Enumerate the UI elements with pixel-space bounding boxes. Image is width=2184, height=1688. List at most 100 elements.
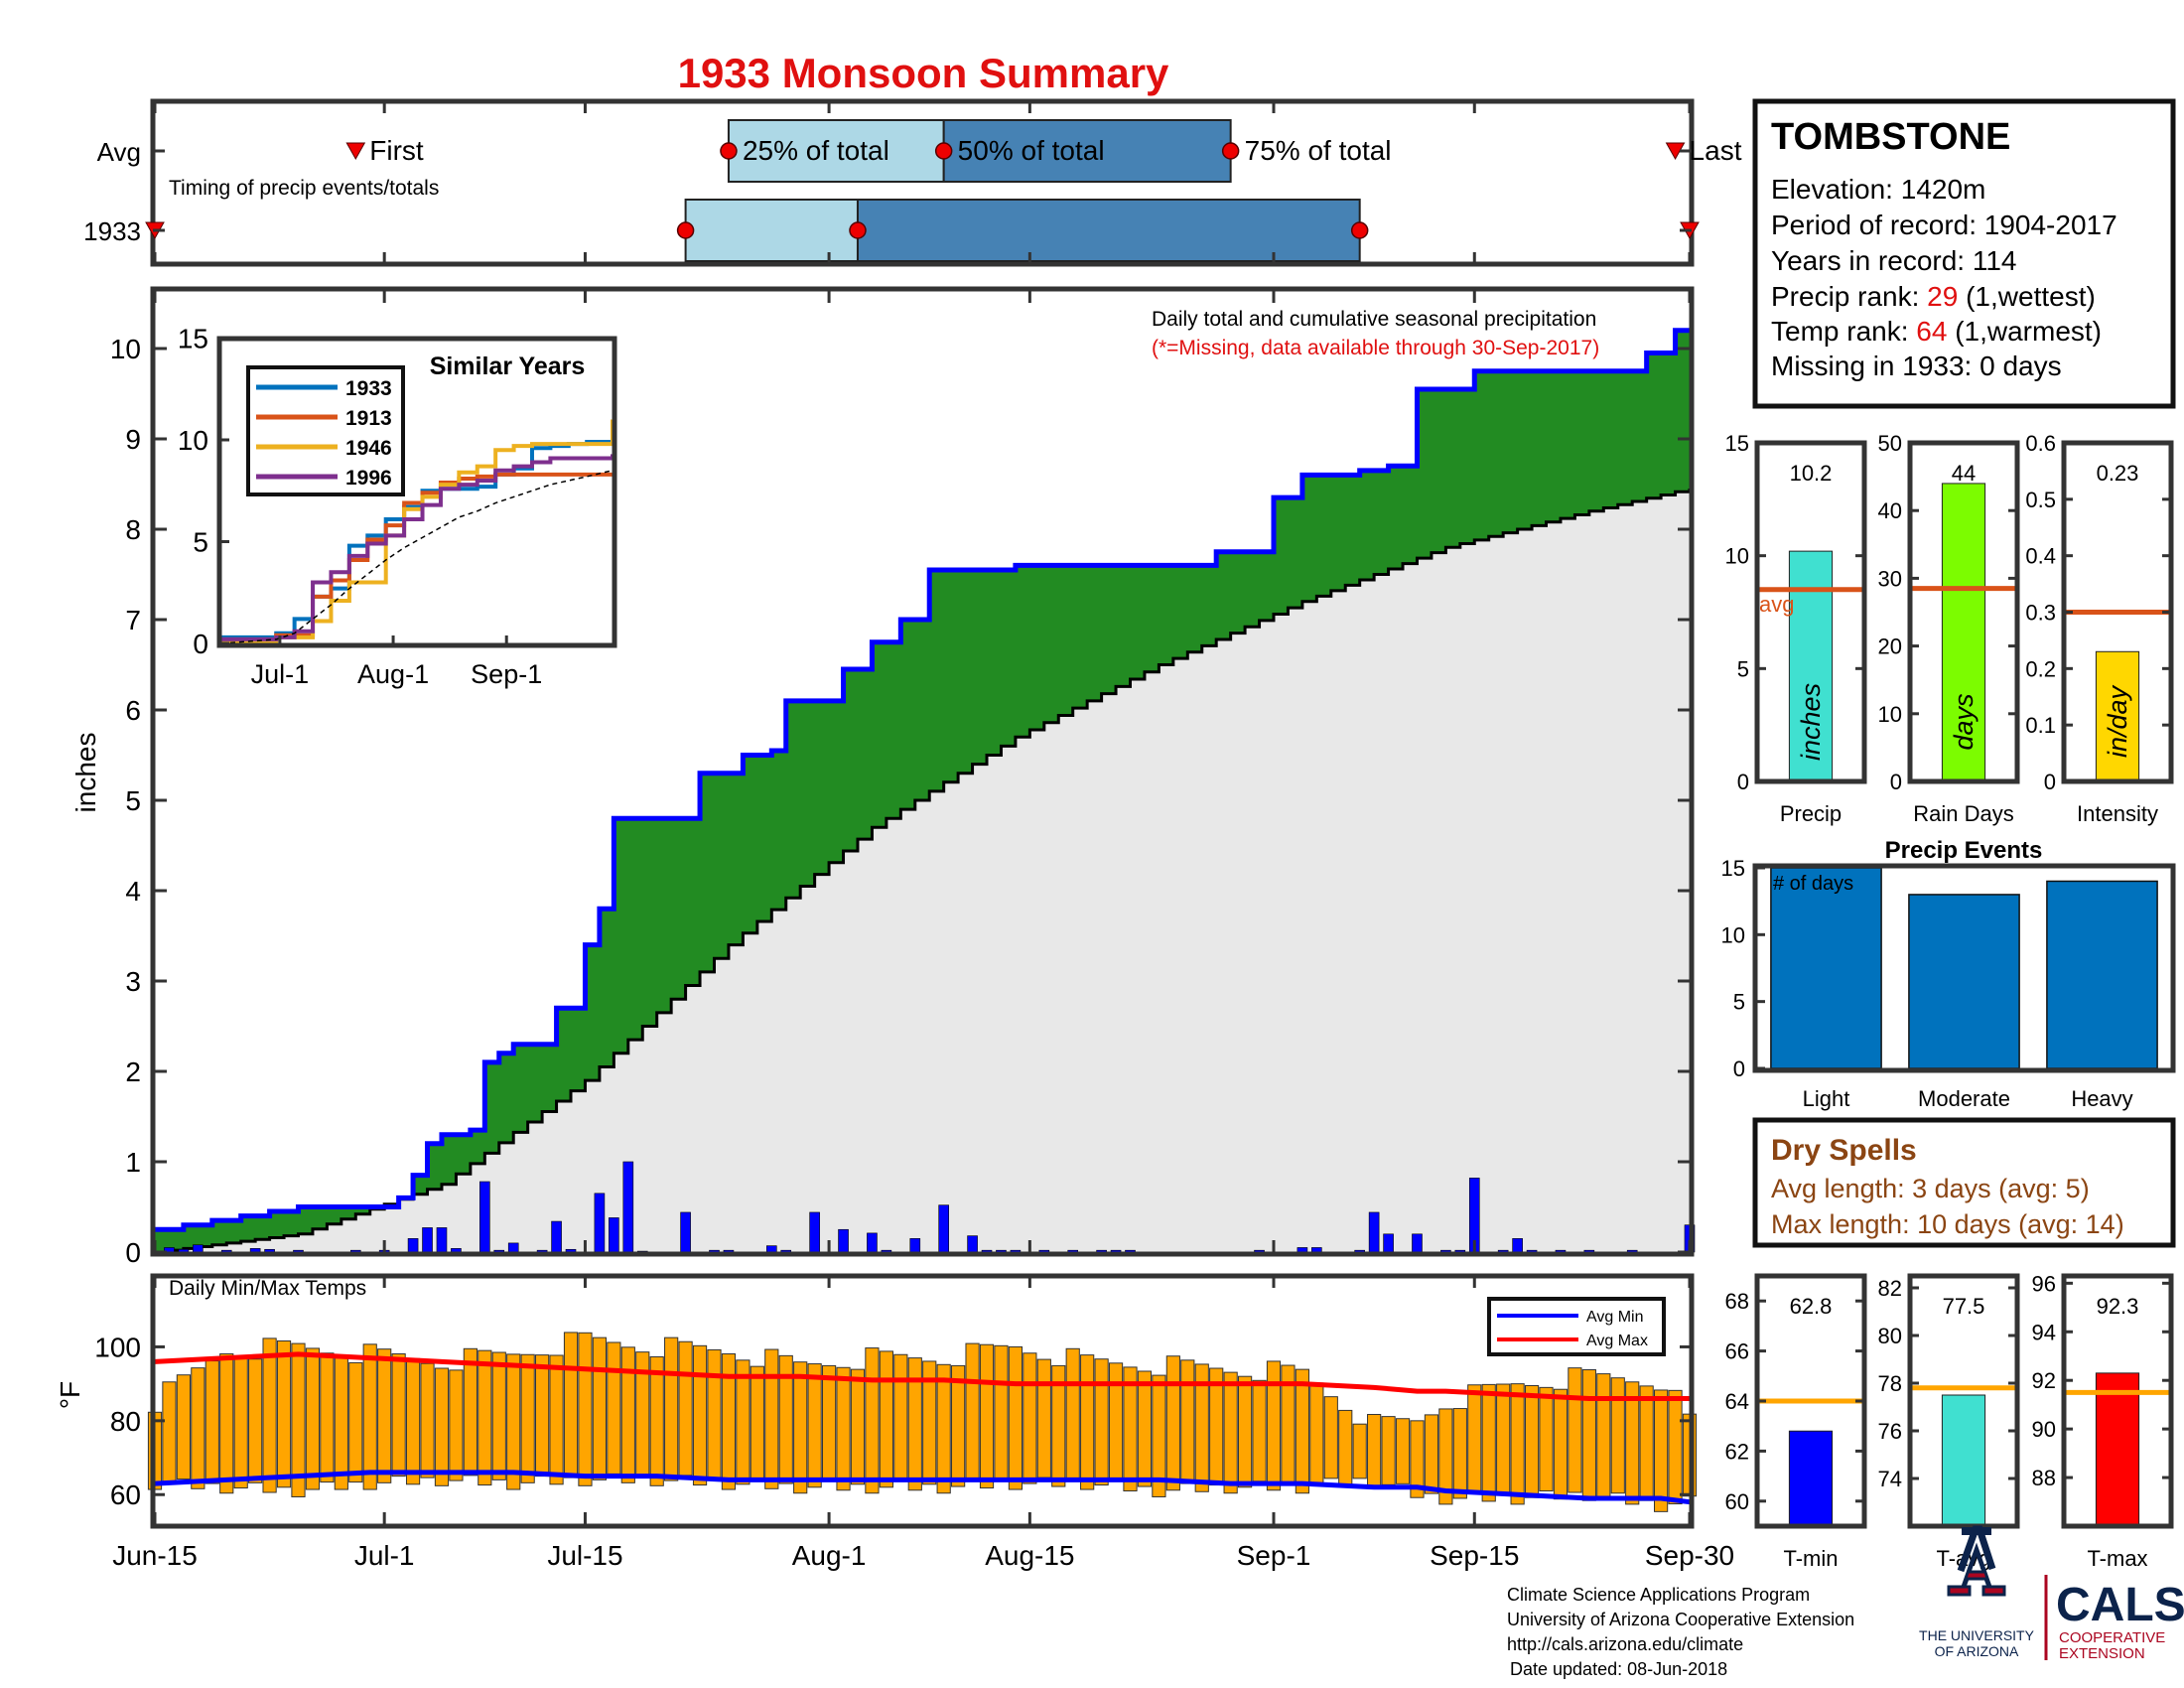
precip-panel: 0 1 2 3 4 5 6 7 8 9 10 inches Daily total and cumu… <box>70 286 1696 1268</box>
station-years: Years in record: 114 <box>1771 245 2017 276</box>
tavg-chart-bar <box>1941 1394 1986 1527</box>
daily-temp-bar <box>850 1368 866 1485</box>
daily-precip-bar <box>809 1211 820 1253</box>
timing-dot-p50 <box>849 221 867 239</box>
daily-precip-bar <box>867 1232 878 1253</box>
precip-chart-y-tick-label: 10 <box>1725 544 1749 569</box>
daily-temp-bar <box>1152 1374 1166 1497</box>
footer: Climate Science Applications Program Uni… <box>1507 1525 2184 1679</box>
similar-years-inset: 0 5 10 15 Jul-1 Aug-1 Sep-1 Similar Years 1933… <box>178 324 617 689</box>
dry-spells-avg: Avg length: 3 days (avg: 5) <box>1771 1174 2090 1203</box>
precip-y-tick-label: 2 <box>125 1056 141 1087</box>
daily-temp-bar <box>620 1346 635 1483</box>
precip-chart-avg-label: avg <box>1759 592 1794 617</box>
raindays-chart-y-tick-label: 50 <box>1878 431 1902 456</box>
footer-program: Climate Science Applications Program <box>1507 1585 1810 1605</box>
daily-temp-bar <box>1123 1366 1138 1492</box>
similar-y-tick-label: 10 <box>178 425 208 456</box>
daily-precip-bar <box>551 1220 562 1253</box>
daily-precip-bar <box>1512 1238 1523 1253</box>
daily-temp-bar <box>248 1358 263 1483</box>
footer-university: University of Arizona Cooperative Extens… <box>1507 1610 1854 1629</box>
daily-precip-bar <box>609 1217 619 1253</box>
daily-temp-bar <box>305 1347 321 1490</box>
events-bar-heavy <box>2046 880 2158 1069</box>
daily-temp-bar <box>1539 1386 1554 1492</box>
daily-temp-bar <box>1395 1418 1411 1484</box>
precip-chart: 0 5 10 15 10.2 Precip inches avg <box>1725 431 1867 826</box>
cals-logo-text: CALS <box>2056 1579 2184 1631</box>
timing-marker-first <box>345 142 366 161</box>
precip-y-tick-label: 5 <box>125 785 141 816</box>
daily-temp-bar <box>535 1354 550 1477</box>
daily-temp-bar <box>1180 1359 1195 1484</box>
daily-temp-bar <box>549 1354 564 1485</box>
daily-temp-bar <box>233 1355 248 1489</box>
daily-temp-bar <box>893 1353 908 1482</box>
intensity-chart-y-tick-label: 0.6 <box>2025 431 2056 456</box>
events-bars: Light Moderate Heavy 0 5 10 15 <box>1721 856 2158 1111</box>
daily-temp-bar <box>1668 1389 1683 1505</box>
daily-precip-bar <box>938 1204 949 1253</box>
daily-temp-bar <box>1295 1368 1309 1494</box>
daily-temp-bar <box>1367 1414 1382 1486</box>
footer-url[interactable]: http://cals.arizona.edu/climate <box>1507 1634 1743 1654</box>
daily-temp-bar <box>736 1359 751 1485</box>
daily-temp-bar <box>162 1381 177 1485</box>
daily-temp-bar <box>607 1341 621 1475</box>
daily-temp-bar <box>362 1343 377 1490</box>
daily-temp-bar <box>1352 1423 1367 1479</box>
events-y-tick-label: 10 <box>1721 922 1745 947</box>
events-y-tick-label: 0 <box>1733 1056 1745 1081</box>
daily-temp-bar <box>1023 1352 1037 1484</box>
daily-temp-bar <box>1524 1385 1540 1498</box>
daily-temp-bar <box>1194 1363 1209 1492</box>
daily-temp-bar <box>520 1353 535 1483</box>
raindays-chart-label: Rain Days <box>1913 801 2013 826</box>
daily-temp-bar <box>291 1342 306 1497</box>
daily-temp-bar <box>563 1332 579 1478</box>
daily-precip-bar <box>967 1235 978 1253</box>
average-cumulative-area <box>155 489 1690 1252</box>
daily-temp-bar <box>1625 1381 1640 1505</box>
ua-logo-line1: THE UNIVERSITY <box>1919 1627 2035 1643</box>
daily-temp-bar <box>1553 1388 1569 1500</box>
daily-precip-bar <box>507 1242 519 1253</box>
station-info-frame <box>1752 98 2176 409</box>
raindays-chart-y-tick-label: 0 <box>1890 770 1902 794</box>
footer-date: Date updated: 08-Jun-2018 <box>1510 1659 1727 1679</box>
temps-title: Daily Min/Max Temps <box>169 1277 366 1300</box>
daily-temp-bar <box>1438 1408 1453 1505</box>
date-x-tick-label: Jul-1 <box>354 1540 415 1571</box>
daily-precip-bar <box>1368 1211 1380 1253</box>
events-y-tick-label: 15 <box>1721 856 1745 881</box>
daily-temp-bar <box>1266 1360 1282 1491</box>
events-category-label: Light <box>1803 1086 1850 1111</box>
daily-temp-bar <box>377 1348 392 1483</box>
daily-temp-bar <box>879 1350 893 1488</box>
intensity-chart-y-tick-label: 0 <box>2044 770 2056 794</box>
daily-temp-bar <box>979 1343 995 1489</box>
daily-temp-bar <box>707 1348 722 1480</box>
daily-temp-bar <box>764 1348 779 1489</box>
timing-label-p25: 25% of total <box>743 135 889 166</box>
similar-line-1946 <box>221 419 614 643</box>
daily-temp-bar <box>1467 1384 1482 1493</box>
daily-temp-bar <box>1481 1383 1496 1502</box>
tmax-chart-y-tick-label: 88 <box>2032 1466 2056 1490</box>
daily-temp-bar <box>865 1347 880 1494</box>
station-period: Period of record: 1904-2017 <box>1771 210 2117 240</box>
timing-box-25-50 <box>727 119 945 183</box>
daily-temp-bar <box>1036 1358 1051 1478</box>
cals-coop-line2: EXTENSION <box>2059 1645 2145 1662</box>
daily-temp-bar <box>449 1369 464 1481</box>
precip-y-label: inches <box>70 733 101 813</box>
daily-precip-bar <box>436 1227 448 1253</box>
temps-panel: 60 80 100 Daily Min/Max Temps °F Avg Min A… <box>55 1273 1698 1529</box>
daily-temp-bar <box>692 1344 708 1486</box>
daily-temp-bar <box>836 1366 851 1491</box>
daily-temp-bar <box>922 1360 937 1485</box>
station-precip-rank: Precip rank: 29 (1,wettest) <box>1771 281 2096 312</box>
daily-temp-bar <box>348 1361 363 1483</box>
daily-temp-bar <box>821 1364 837 1482</box>
